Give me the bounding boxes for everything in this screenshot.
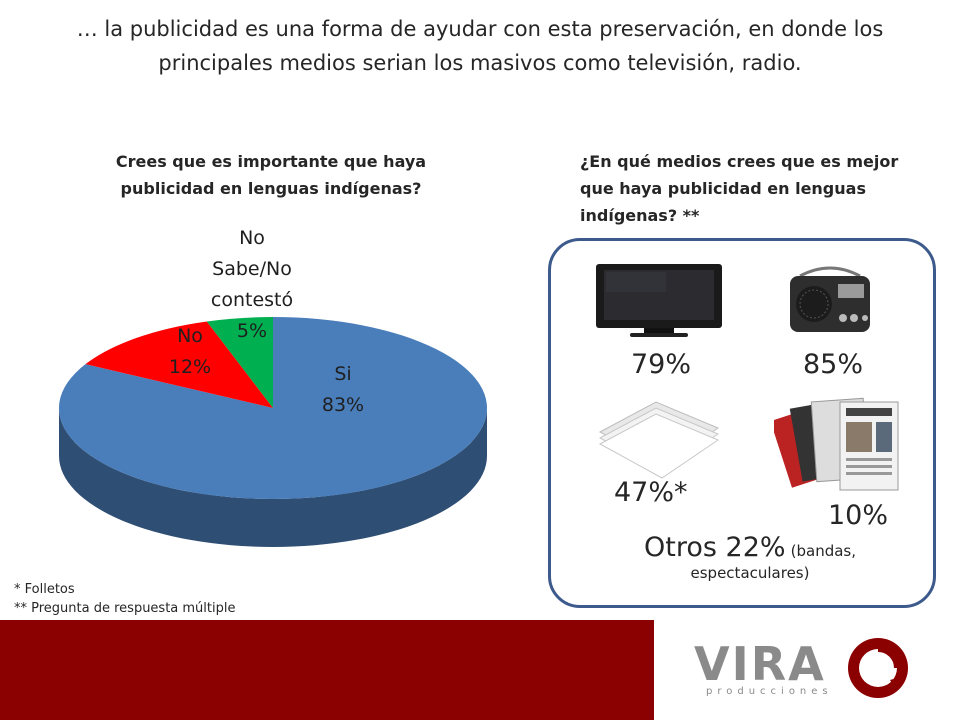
pie-slice-0	[59, 316, 488, 499]
pie-label-2-1: Sabe/No	[212, 258, 292, 280]
svg-text:producciones: producciones	[706, 686, 833, 697]
footer-bar	[0, 620, 654, 720]
footnote-folletos: * Folletos	[14, 582, 75, 597]
media-panel	[548, 238, 936, 608]
radio-percentage: 85%	[803, 349, 864, 380]
pie-chart-title: Crees que es importante que haya publici…	[115, 152, 427, 198]
newspaper-icon	[774, 397, 899, 491]
pie-label-1-1: 12%	[169, 356, 211, 378]
pie-slice-1	[85, 321, 273, 408]
radio-icon	[790, 266, 870, 332]
pie-side-0	[59, 408, 487, 547]
otros-detail: (bandas, espectaculares)	[690, 542, 856, 582]
tv-percentage: 79%	[631, 349, 692, 380]
otros-label: Otros 22% (bandas, espectaculares)	[600, 532, 900, 582]
folletos-percentage: 47%*	[614, 477, 688, 508]
pie-label-1-0: No	[177, 325, 203, 347]
pie-label-0-1: 83%	[322, 394, 364, 416]
svg-text:VIRA: VIRA	[694, 637, 826, 691]
media-question: ¿En qué medios crees que es mejor que ha…	[580, 152, 899, 225]
footnote-multiple: ** Pregunta de respuesta múltiple	[14, 601, 236, 616]
pie-slice-2	[206, 317, 273, 408]
pie-chart: Si 83% No 12% No Sabe/No contestó 5%	[59, 227, 488, 547]
pie-label-0-0: Si	[334, 363, 351, 385]
pie-label-2-0: No	[239, 227, 265, 249]
otros-main: Otros 22%	[644, 532, 786, 563]
headline: … la publicidad es una forma de ayudar c…	[76, 17, 884, 75]
vira-logo: VIRA producciones	[694, 637, 908, 698]
footnotes: * Folletos ** Pregunta de respuesta múlt…	[14, 580, 235, 618]
newspaper-percentage: 10%	[828, 500, 889, 531]
television-icon	[596, 264, 722, 337]
paper-stack-icon	[598, 401, 720, 479]
pie-label-2-3: 5%	[237, 320, 267, 342]
pie-label-2-2: contestó	[211, 289, 293, 311]
